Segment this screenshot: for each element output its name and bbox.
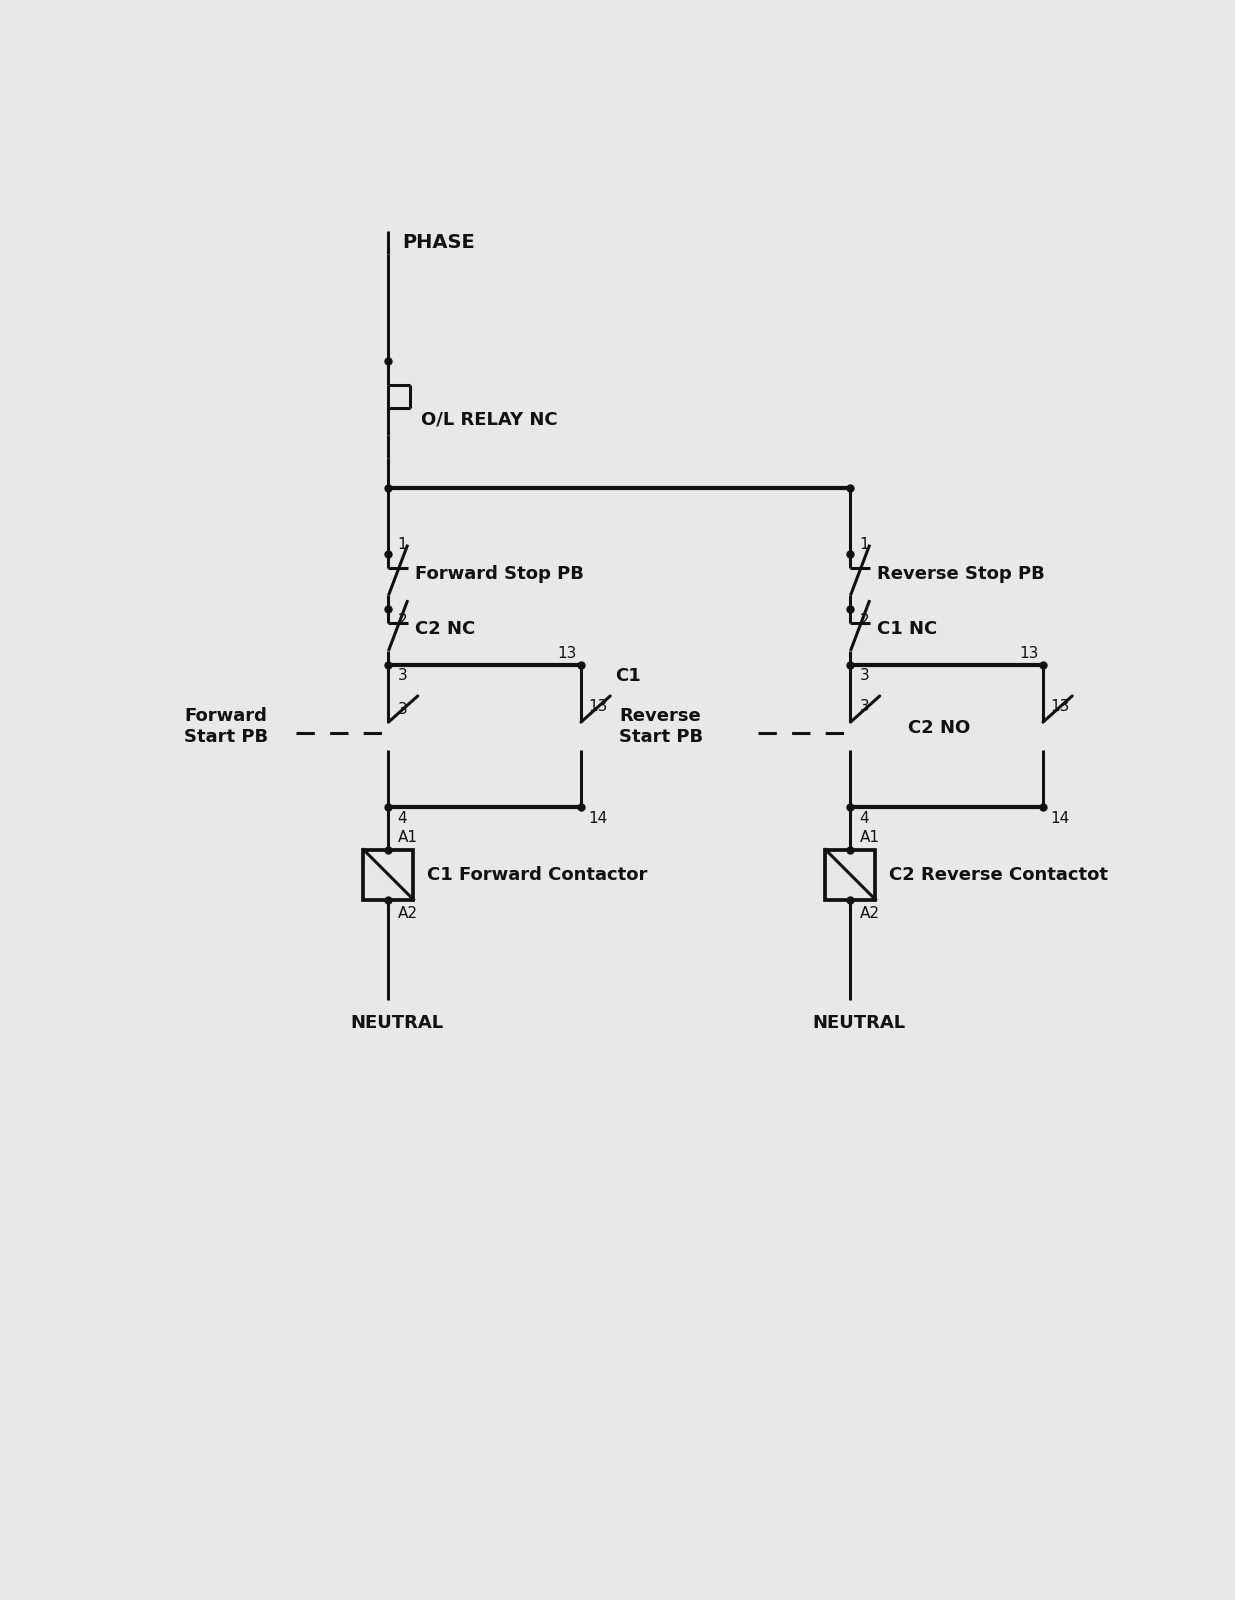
Text: 3: 3 — [398, 701, 408, 717]
Text: C2 NO: C2 NO — [908, 720, 971, 738]
Text: 4: 4 — [860, 811, 869, 826]
Text: PHASE: PHASE — [403, 232, 475, 251]
Text: C1 Forward Contactor: C1 Forward Contactor — [427, 866, 647, 883]
Text: C1 NC: C1 NC — [877, 621, 937, 638]
Text: 2: 2 — [398, 613, 408, 627]
Text: C2 Reverse Contactot: C2 Reverse Contactot — [889, 866, 1108, 883]
Text: 14: 14 — [1051, 811, 1070, 826]
Text: O/L RELAY NC: O/L RELAY NC — [421, 410, 557, 429]
Bar — [825, 850, 876, 899]
Text: A1: A1 — [398, 830, 417, 845]
Text: 3: 3 — [860, 669, 869, 683]
Text: 13: 13 — [1051, 699, 1070, 714]
Text: Forward Stop PB: Forward Stop PB — [415, 565, 584, 582]
Text: 3: 3 — [860, 699, 869, 714]
Text: Reverse Stop PB: Reverse Stop PB — [877, 565, 1045, 582]
Text: 4: 4 — [398, 811, 408, 826]
Text: Forward
Start PB: Forward Start PB — [184, 707, 268, 746]
Text: 13: 13 — [1020, 646, 1039, 661]
Text: C2 NC: C2 NC — [415, 621, 475, 638]
Text: A1: A1 — [860, 830, 879, 845]
Text: NEUTRAL: NEUTRAL — [811, 1014, 905, 1032]
Text: 1: 1 — [398, 538, 408, 552]
Text: Reverse
Start PB: Reverse Start PB — [620, 707, 704, 746]
Text: 1: 1 — [860, 538, 869, 552]
Text: NEUTRAL: NEUTRAL — [350, 1014, 443, 1032]
Text: 13: 13 — [589, 699, 608, 714]
Text: 14: 14 — [589, 811, 608, 826]
Text: A2: A2 — [398, 906, 417, 922]
Text: C1: C1 — [615, 667, 641, 685]
Bar — [363, 850, 414, 899]
Text: A2: A2 — [860, 906, 879, 922]
Text: 2: 2 — [860, 613, 869, 627]
Text: 13: 13 — [558, 646, 577, 661]
Text: 3: 3 — [398, 669, 408, 683]
